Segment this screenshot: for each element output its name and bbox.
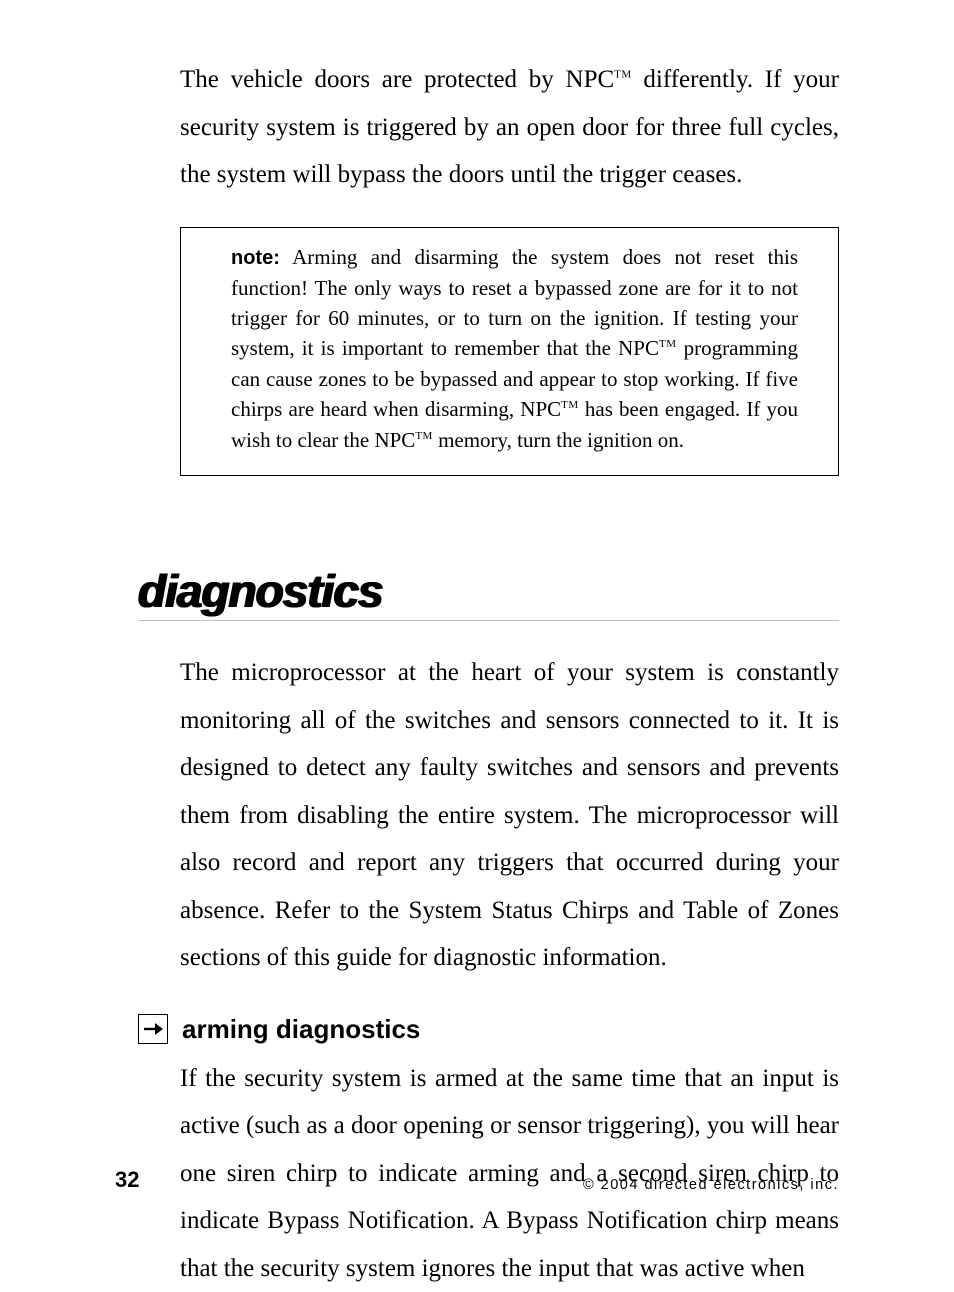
section-body: The microprocessor at the heart of your … bbox=[180, 649, 839, 982]
intro-text-pre: The vehicle doors are protected by NPC bbox=[180, 66, 614, 93]
page-content: The vehicle doors are protected by NPCTM… bbox=[0, 0, 954, 1235]
page-number: 32 bbox=[115, 1167, 139, 1193]
note-part4: memory, turn the ignition on. bbox=[433, 428, 684, 452]
section-heading-row: diagnostics bbox=[138, 564, 839, 621]
section-heading: diagnostics bbox=[138, 564, 383, 618]
subsection-heading-row: arming diagnostics bbox=[138, 1014, 839, 1045]
trademark-symbol: TM bbox=[659, 338, 677, 350]
subsection-heading: arming diagnostics bbox=[182, 1014, 420, 1045]
trademark-symbol: TM bbox=[614, 69, 632, 81]
trademark-symbol: TM bbox=[415, 430, 433, 442]
copyright-text: © 2004 directed electronics, inc. bbox=[583, 1177, 839, 1193]
trademark-symbol: TM bbox=[561, 399, 579, 411]
intro-paragraph: The vehicle doors are protected by NPCTM… bbox=[180, 56, 839, 199]
arrow-right-icon bbox=[138, 1014, 168, 1044]
note-label: note: bbox=[231, 247, 280, 269]
note-box: note: Arming and disarming the system do… bbox=[180, 227, 839, 477]
page-footer: 32 © 2004 directed electronics, inc. bbox=[0, 1167, 954, 1193]
